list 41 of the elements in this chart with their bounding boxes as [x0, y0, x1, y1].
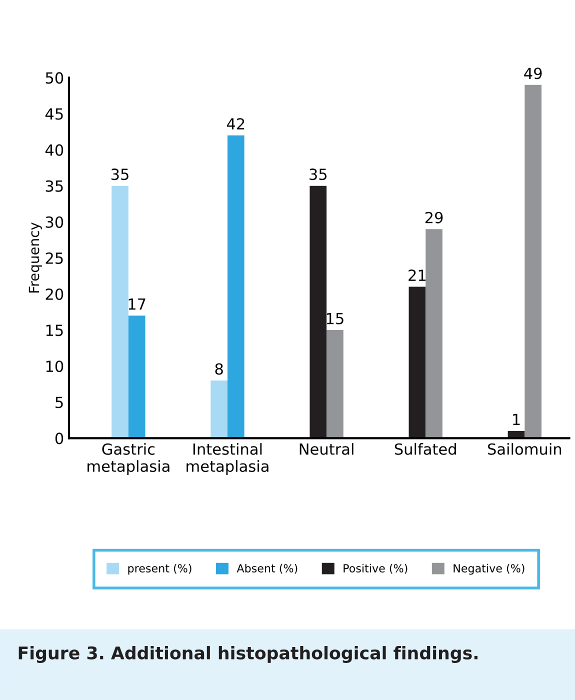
bar — [112, 186, 128, 438]
y-tick-label: 10 — [46, 360, 64, 372]
x-tick-label: Neutral — [300, 443, 354, 455]
data-label: 42 — [226, 118, 244, 130]
data-label: 35 — [111, 168, 128, 180]
y-axis-title: Frequency — [28, 222, 42, 292]
text: Figure 3. Additional histopathological findings. — [18, 646, 478, 663]
data-label: 21 — [408, 269, 426, 281]
data-label: 1 — [513, 414, 520, 426]
data-label: 8 — [215, 363, 223, 375]
legend-label: Absent (%) — [236, 564, 298, 574]
data-label: 15 — [326, 312, 344, 324]
legend-label: Positive (%) — [344, 564, 408, 574]
x-tick-label: Sulfated — [394, 443, 456, 455]
bar — [128, 316, 146, 438]
y-tick-label: 40 — [45, 144, 64, 156]
x-tick-label: Gastric metaplasia — [88, 443, 170, 475]
x-tick-label: Intestinal metaplasia — [186, 443, 268, 475]
bar — [524, 84, 542, 438]
y-tick-label: 45 — [45, 108, 63, 120]
y-tick-label: 20 — [46, 288, 64, 300]
y-tick-label: 25 — [46, 252, 63, 264]
data-label: 49 — [524, 68, 542, 80]
bar — [210, 380, 228, 438]
bar — [310, 186, 327, 438]
bar — [408, 286, 426, 438]
x-tick-label: Sailomuin — [488, 443, 562, 455]
legend-label: present (%) — [128, 564, 192, 575]
y-tick-label: 30 — [46, 216, 64, 228]
y-tick-label: 0 — [55, 432, 64, 444]
data-label: 29 — [425, 212, 443, 224]
y-tick-label: 5 — [56, 396, 63, 408]
data-label: 35 — [310, 168, 327, 180]
y-tick-label: 35 — [46, 180, 63, 192]
y-tick-label: 15 — [46, 324, 63, 336]
data-label: 17 — [128, 298, 146, 310]
legend-label: Negative (%) — [454, 564, 524, 575]
bar — [227, 135, 244, 438]
bar — [326, 330, 344, 438]
y-tick-label: 50 — [46, 72, 64, 84]
bar — [426, 229, 442, 438]
